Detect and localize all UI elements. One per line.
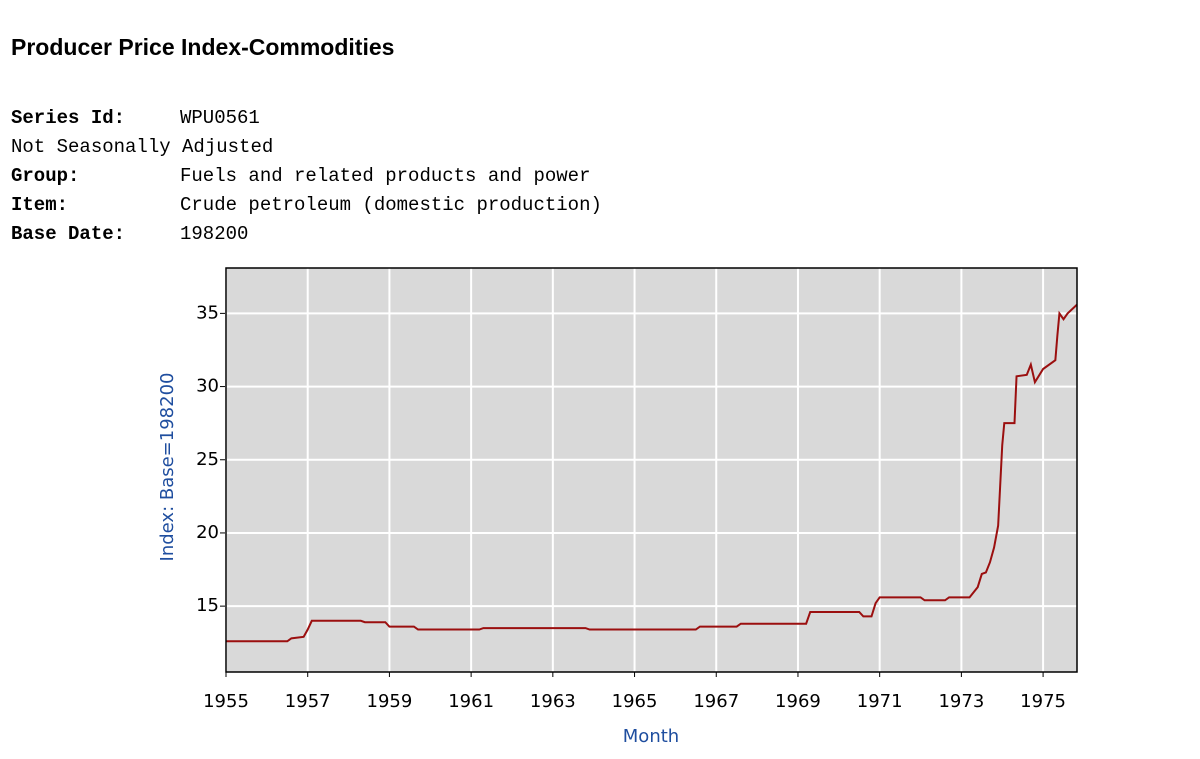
page-title: Producer Price Index-Commodities <box>11 34 395 60</box>
field-value: WPU0561 <box>180 107 260 129</box>
field-label: Group: <box>11 165 80 187</box>
field-row: Group: Fuels and related products and pow… <box>11 165 590 187</box>
y-tick-label: 25 <box>196 449 219 470</box>
x-tick-label: 1963 <box>530 691 576 712</box>
series-id-row: Series Id: WPU0561 <box>11 107 260 129</box>
y-tick-label: 35 <box>196 302 219 323</box>
x-tick-label: 1969 <box>775 691 821 712</box>
x-tick-label: 1975 <box>1020 691 1066 712</box>
plot-area <box>226 268 1077 672</box>
field-label: Series Id: <box>11 107 126 129</box>
plot-border <box>225 267 1078 673</box>
field-row: Base Date: 198200 <box>11 223 248 245</box>
data-line <box>226 303 1078 643</box>
x-tick-label: 1967 <box>693 691 739 712</box>
x-tick-label: 1971 <box>857 691 903 712</box>
y-tick-label: 30 <box>196 376 219 397</box>
x-tick-label: 1957 <box>285 691 331 712</box>
field-value: 198200 <box>180 223 249 245</box>
field-value: Crude petroleum (domestic production) <box>180 194 602 216</box>
field-value: Fuels and related products and power <box>180 165 591 187</box>
y-tick-label: 15 <box>196 595 219 616</box>
y-axis-label: Index: Base=198200 <box>157 373 178 562</box>
x-tick-label: 1961 <box>448 691 494 712</box>
x-axis-label: Month <box>623 726 679 747</box>
x-tick-label: 1955 <box>203 691 249 712</box>
field-label: Item: <box>11 194 69 216</box>
x-tick-label: 1965 <box>612 691 658 712</box>
y-tick-label: 20 <box>196 522 219 543</box>
x-tick-label: 1959 <box>367 691 413 712</box>
x-tick-label: 1973 <box>938 691 984 712</box>
field-row: Item: Crude petroleum (domestic productio… <box>11 194 602 216</box>
field-label: Base Date: <box>11 223 126 245</box>
adjustment: Not Seasonally Adjusted <box>11 136 274 158</box>
